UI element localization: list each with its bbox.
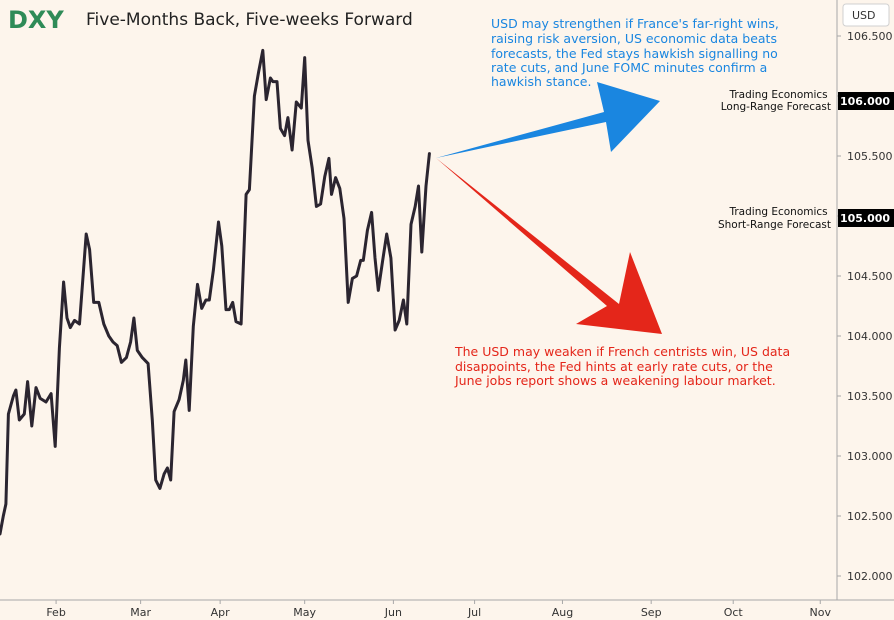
bullish-annotation: USD may strengthen if France's far-right… xyxy=(491,16,783,89)
long-range-forecast-type: Long-Range Forecast xyxy=(721,101,831,113)
chart-title: Five-Months Back, Five-weeks Forward xyxy=(86,10,413,30)
x-tick-label: Jul xyxy=(467,606,481,619)
currency-unit-label: USD xyxy=(852,9,876,22)
x-tick-label: Mar xyxy=(130,606,151,619)
y-tick-label: 103.500 xyxy=(847,390,893,403)
x-tick-label: Aug xyxy=(552,606,573,619)
bearish-annotation-line: disappoints, the Fed hints at early rate… xyxy=(455,359,773,374)
bearish-annotation: The USD may weaken if French centrists w… xyxy=(454,344,794,388)
y-tick-label: 106.500 xyxy=(847,30,893,43)
y-tick-label: 102.500 xyxy=(847,510,893,523)
bullish-annotation-line: hawkish stance. xyxy=(491,74,591,89)
x-tick-label: Apr xyxy=(211,606,231,619)
bullish-annotation-line: raising risk aversion, US economic data … xyxy=(491,31,777,46)
short-range-forecast-label: Trading Economics Short-Range Forecast xyxy=(718,206,831,231)
y-tick-label: 104.500 xyxy=(847,270,893,283)
currency-unit-button[interactable]: USD xyxy=(842,3,890,27)
y-tick-label: 103.000 xyxy=(847,450,893,463)
x-tick-label: May xyxy=(293,606,316,619)
x-tick-label: Feb xyxy=(46,606,65,619)
x-tick-label: Jun xyxy=(384,606,402,619)
short-range-forecast-type: Short-Range Forecast xyxy=(718,219,831,231)
bullish-forecast-arrow xyxy=(436,82,660,158)
y-tick-label: 104.000 xyxy=(847,330,893,343)
long-range-forecast-badge: 106.000 xyxy=(838,92,894,110)
bullish-annotation-line: forecasts, the Fed stays hawkish signall… xyxy=(491,46,778,61)
short-range-forecast-source: Trading Economics xyxy=(728,206,827,218)
ticker-symbol: DXY xyxy=(8,6,64,34)
y-tick-label: 102.000 xyxy=(847,570,893,583)
dxy-price-line xyxy=(0,48,431,536)
short-range-forecast-badge: 105.000 xyxy=(838,209,894,227)
bearish-forecast-arrow xyxy=(436,158,662,334)
x-tick-label: Oct xyxy=(724,606,744,619)
y-tick-label: 105.500 xyxy=(847,150,893,163)
bearish-annotation-line: The USD may weaken if French centrists w… xyxy=(454,344,790,359)
bearish-annotation-line: June jobs report shows a weakening labou… xyxy=(454,373,776,388)
x-tick-group: Feb Mar Apr May Jun Jul Aug Sep Oct Nov xyxy=(46,600,831,619)
long-range-forecast-value: 106.000 xyxy=(840,95,890,108)
long-range-forecast-label: Trading Economics Long-Range Forecast xyxy=(721,89,831,113)
long-range-forecast-source: Trading Economics xyxy=(728,89,827,101)
bullish-annotation-line: USD may strengthen if France's far-right… xyxy=(491,16,779,31)
short-range-forecast-value: 105.000 xyxy=(840,212,890,225)
x-tick-label: Sep xyxy=(641,606,662,619)
bullish-annotation-line: rate cuts, and June FOMC minutes confirm… xyxy=(491,60,767,75)
x-tick-label: Nov xyxy=(810,606,832,619)
